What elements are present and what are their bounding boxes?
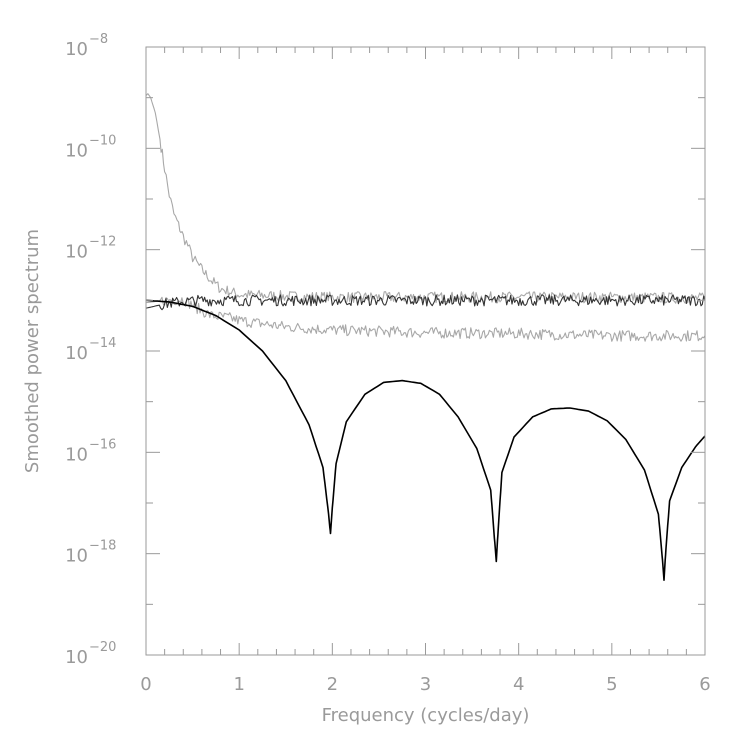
y-tick-label-base: 10 bbox=[65, 39, 88, 60]
x-tick-label: 5 bbox=[606, 674, 617, 695]
y-tick-label-exponent: −12 bbox=[89, 235, 116, 250]
x-tick-label: 3 bbox=[420, 674, 431, 695]
y-tick-label-base: 10 bbox=[65, 647, 88, 668]
x-tick-label: 6 bbox=[699, 674, 710, 695]
y-tick-label-exponent: −10 bbox=[89, 133, 116, 148]
series-line-4 bbox=[146, 299, 705, 581]
x-tick-label: 2 bbox=[327, 674, 338, 695]
series-line-2 bbox=[146, 296, 705, 342]
series-line-3 bbox=[146, 294, 705, 311]
x-tick-label: 4 bbox=[513, 674, 524, 695]
y-tick-label-base: 10 bbox=[65, 140, 88, 161]
y-tick-label-exponent: −18 bbox=[89, 539, 116, 554]
plot-frame bbox=[145, 46, 706, 656]
y-tick-label-base: 10 bbox=[65, 343, 88, 364]
y-tick-label-base: 10 bbox=[65, 444, 88, 465]
y-tick-label-base: 10 bbox=[65, 242, 88, 263]
y-tick-label-exponent: −16 bbox=[89, 437, 116, 452]
x-axis-title: Frequency (cycles/day) bbox=[322, 705, 530, 726]
y-tick-label-exponent: −20 bbox=[89, 640, 116, 655]
y-tick-label-base: 10 bbox=[65, 546, 88, 567]
y-axis-title: Smoothed power spectrum bbox=[22, 229, 43, 473]
y-tick-label-exponent: −8 bbox=[89, 32, 108, 47]
x-tick-label: 1 bbox=[233, 674, 244, 695]
x-tick-label: 0 bbox=[140, 674, 151, 695]
ticks-layer bbox=[145, 46, 706, 656]
series-layer bbox=[146, 93, 705, 581]
series-line-1 bbox=[146, 93, 705, 304]
y-tick-label-exponent: −14 bbox=[89, 336, 116, 351]
